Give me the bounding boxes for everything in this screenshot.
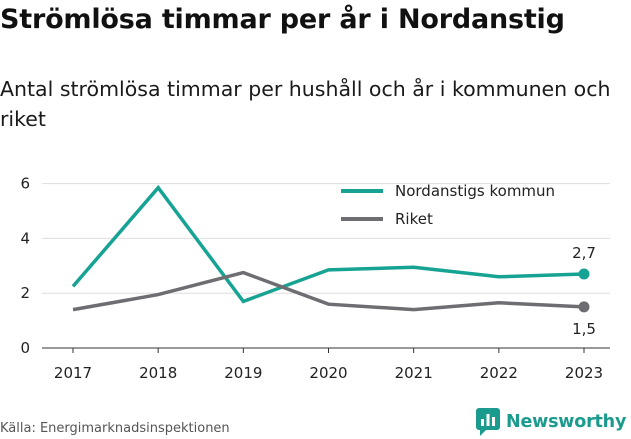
legend: Nordanstigs kommun Riket (341, 182, 555, 228)
legend-label: Riket (395, 210, 433, 228)
source-note: Källa: Energimarknadsinspektionen (0, 421, 230, 436)
y-tick-label: 6 (20, 175, 30, 193)
x-tick-label: 2023 (565, 364, 603, 382)
x-tick-label: 2018 (139, 364, 177, 382)
x-axis-labels: 2017 2018 2019 2020 2021 2022 2023 (54, 364, 603, 382)
chart-title: Strömlösa timmar per år i Nordanstig (0, 4, 565, 35)
end-point-marker (578, 268, 590, 280)
end-point-marker (578, 301, 590, 313)
chart-subtitle: Antal strömlösa timmar per hushåll och å… (0, 77, 611, 131)
legend-label: Nordanstigs kommun (395, 182, 555, 200)
brand-logo: Newsworthy (476, 407, 626, 437)
y-tick-label: 0 (20, 339, 30, 357)
y-axis: 0 2 4 6 (20, 175, 30, 357)
y-tick-label: 2 (20, 284, 30, 302)
end-labels: 2,7 1,5 (572, 244, 596, 338)
series-line (72, 270, 585, 312)
series-lines (71, 184, 590, 313)
x-tick-label: 2020 (309, 364, 347, 382)
x-tick-label: 2021 (395, 364, 433, 382)
x-tick-label: 2019 (224, 364, 262, 382)
x-tick-label: 2017 (54, 364, 92, 382)
end-value-label: 2,7 (572, 244, 596, 262)
brand-name: Newsworthy (506, 412, 627, 432)
x-axis (42, 347, 610, 353)
end-value-label: 1,5 (572, 320, 596, 338)
line-chart: 0 2 4 6 2017 2018 2019 2020 2021 2022 2023 Nordan… (20, 175, 610, 382)
grid-lines (42, 183, 610, 294)
x-tick-label: 2022 (480, 364, 518, 382)
newsworthy-logo-icon (476, 408, 500, 436)
y-tick-label: 4 (20, 229, 30, 247)
series-line (71, 184, 585, 304)
